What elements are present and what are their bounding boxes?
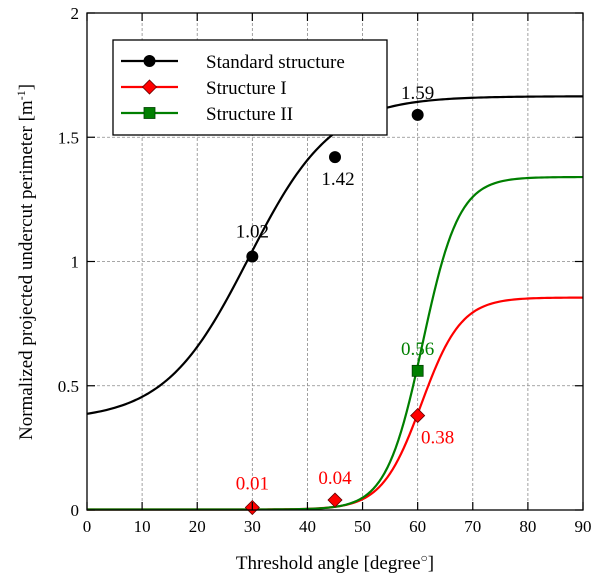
x-axis-title: Threshold angle [degree○]: [236, 551, 434, 574]
legend-marker-0: [143, 55, 156, 67]
data-point-marker: [327, 492, 343, 508]
axis-ticks: [86, 12, 584, 511]
data-point-marker: [411, 364, 424, 377]
y-tick-label: 1: [71, 253, 80, 272]
y-tick-label: 0: [71, 501, 80, 520]
series-markers: [244, 108, 426, 516]
y-tick-label: 0.5: [58, 377, 79, 396]
legend-label-0: Standard structure: [206, 52, 345, 73]
y-axis-title: Normalized projected undercut perimeter …: [14, 84, 37, 440]
x-axis-title-super: ○: [421, 551, 428, 565]
legend-label-2: Structure II: [206, 104, 293, 125]
series-line-0: [86, 95, 584, 415]
data-point-marker: [246, 250, 259, 263]
y-tick-label: 2: [71, 4, 80, 23]
x-tick-label: 30: [244, 517, 261, 536]
data-point-marker: [411, 108, 424, 121]
y-tick-labels: 0 0.5 1 1.5 2: [58, 4, 79, 520]
legend-label-1: Structure I: [206, 78, 287, 99]
data-label: 0.38: [421, 428, 454, 449]
x-tick-labels: 0 10 20 30 40 50 60 70 80 90: [83, 517, 592, 536]
data-point-marker: [329, 151, 341, 164]
x-tick-label: 10: [134, 517, 151, 536]
legend-marker-2: [143, 107, 156, 119]
data-label: 0.56: [401, 339, 434, 360]
x-tick-label: 20: [189, 517, 206, 536]
data-label: 0.01: [236, 474, 269, 495]
y-axis-title-super: -1: [14, 90, 28, 100]
series-line-2: [87, 175, 584, 511]
x-tick-label: 50: [354, 517, 371, 536]
x-tick-label: 0: [83, 517, 92, 536]
y-axis-title-suffix: ]: [16, 84, 37, 90]
data-label: 1.59: [401, 83, 434, 104]
x-tick-label: 70: [464, 517, 481, 536]
data-label: 1.42: [321, 169, 354, 190]
x-axis-title-suffix: ]: [428, 553, 434, 574]
x-tick-label: 90: [575, 517, 592, 536]
data-point-marker: [410, 408, 426, 424]
data-label: 1.02: [236, 222, 269, 243]
data-labels: 1.02 1.42 1.59 0.01 0.04 0.38 0.56: [236, 83, 455, 495]
x-tick-label: 40: [299, 517, 316, 536]
legend: Standard structure Structure I Structure I…: [112, 39, 388, 136]
legend-marker-1: [141, 79, 158, 95]
y-tick-label: 1.5: [58, 128, 79, 147]
x-tick-label: 60: [409, 517, 426, 536]
data-label: 0.04: [318, 468, 352, 489]
x-tick-label: 80: [519, 517, 536, 536]
